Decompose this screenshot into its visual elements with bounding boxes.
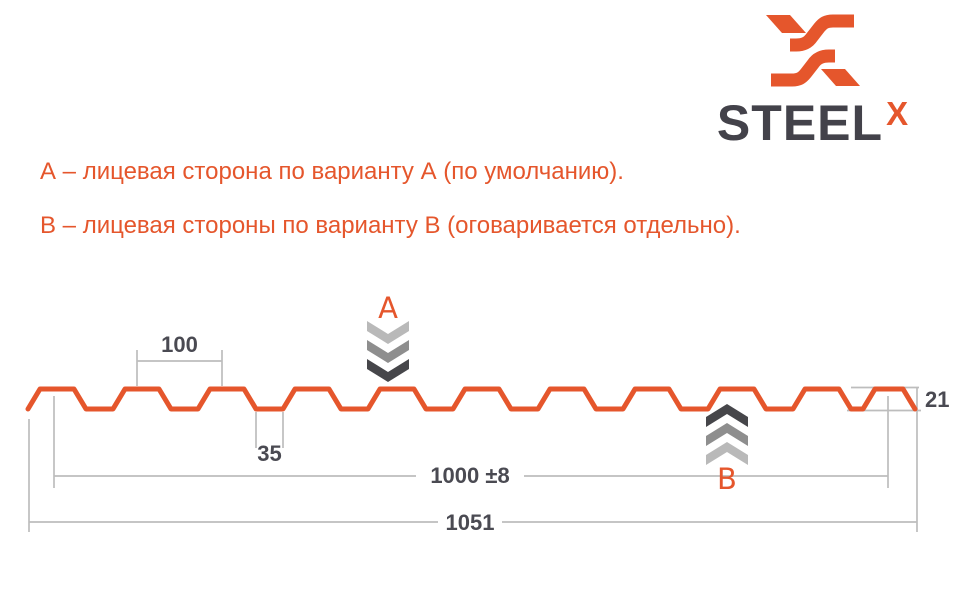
marker-b-chevron-1 [706,404,748,427]
dim-label-overall-width: 1051 [446,510,495,535]
dim-label-cover-width: 1000 ±8 [430,463,509,488]
profile-sheet-outline [25,386,918,412]
logo-x-top-left-stroke [766,15,806,33]
marker-a-chevron-1 [367,321,409,344]
logo-x-lower-hook [771,49,835,87]
logo-wordmark: STEELX [700,94,925,152]
brand-name: STEEL [716,95,884,151]
marker-a-chevron-2 [367,340,409,363]
dim-label-valley-width: 35 [257,441,281,466]
marker-label-b: B [717,462,737,496]
logo-x-bottom-right-stroke [821,69,860,86]
marker-b-chevron-3 [706,442,748,465]
steelx-logo-x-mark-icon [766,14,860,87]
note-variant-b: В – лицевая стороны по варианту В (огова… [40,212,741,239]
logo-x-upper-hook [790,14,854,52]
note-variant-a: А – лицевая сторона по варианту А (по ум… [40,158,624,185]
dim-label-rib-pitch: 100 [161,332,198,357]
dim-label-profile-height: 21 [925,387,949,412]
brand-sup-x: X [886,95,909,132]
logo: STEELX [700,14,925,152]
marker-b-chevron-2 [706,423,748,446]
marker-a-chevron-3 [367,359,409,382]
marker-label-a: A [378,291,398,325]
